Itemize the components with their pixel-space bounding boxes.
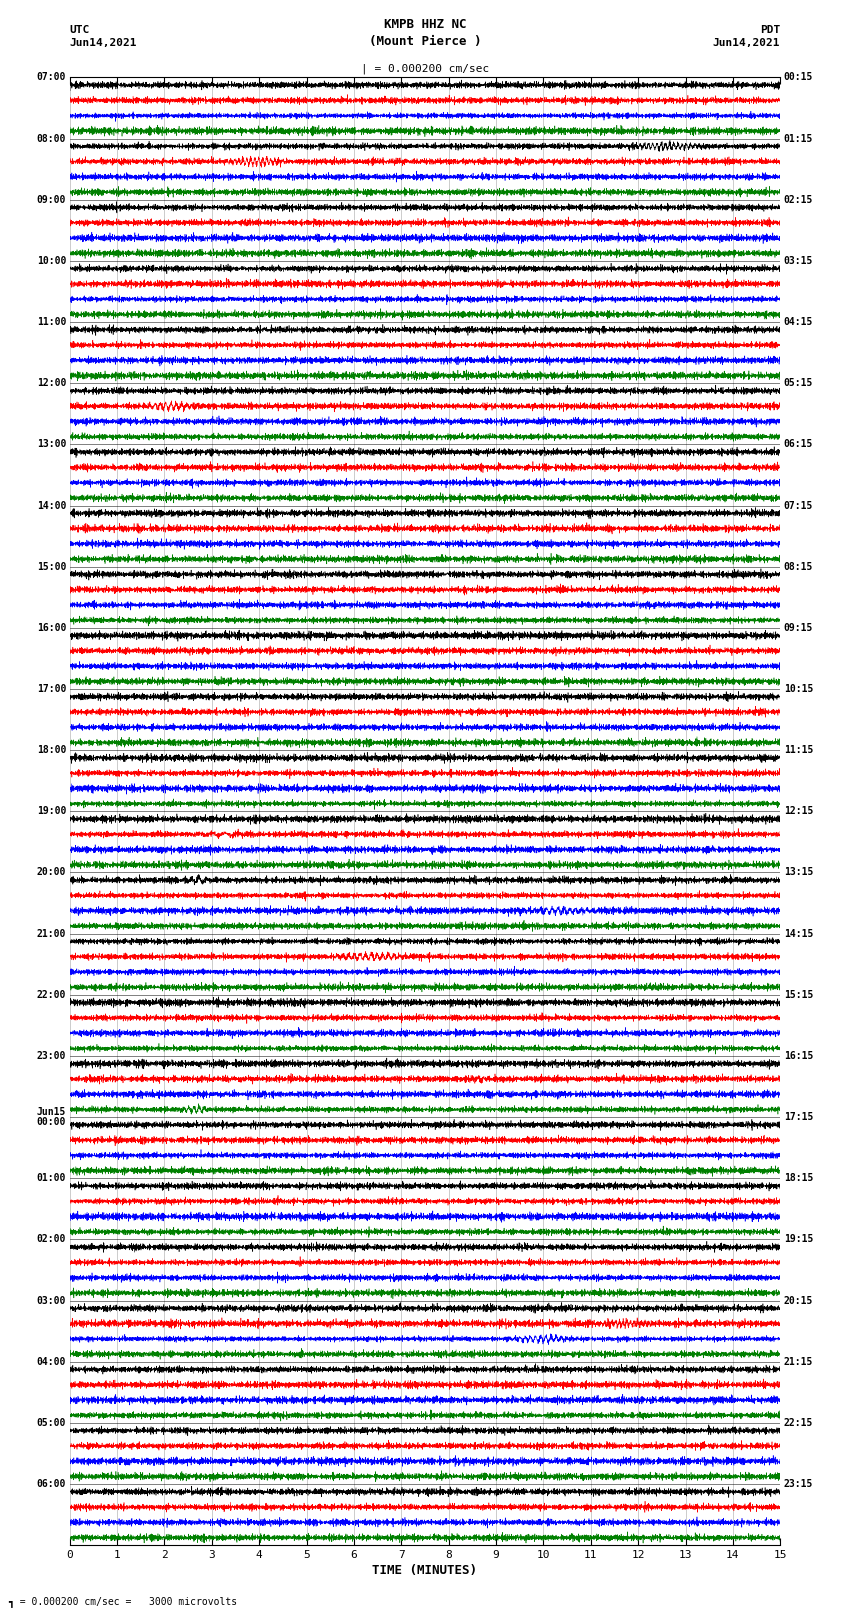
Text: 19:15: 19:15 [784,1234,813,1245]
Text: 13:00: 13:00 [37,439,66,450]
Text: 13:15: 13:15 [784,868,813,877]
Text: 22:15: 22:15 [784,1418,813,1428]
Text: 09:00: 09:00 [37,195,66,205]
Text: 23:00: 23:00 [37,1052,66,1061]
Text: 07:00: 07:00 [37,73,66,82]
Text: 03:15: 03:15 [784,256,813,266]
Text: 14:15: 14:15 [784,929,813,939]
Text: 18:00: 18:00 [37,745,66,755]
Text: Jun15: Jun15 [37,1107,66,1118]
Text: 05:15: 05:15 [784,377,813,389]
Text: 21:00: 21:00 [37,929,66,939]
Text: 11:15: 11:15 [784,745,813,755]
Text: 04:15: 04:15 [784,318,813,327]
Text: 01:00: 01:00 [37,1173,66,1184]
Text: 15:15: 15:15 [784,990,813,1000]
Text: 01:15: 01:15 [784,134,813,144]
Text: 10:00: 10:00 [37,256,66,266]
Text: 08:00: 08:00 [37,134,66,144]
Text: 23:15: 23:15 [784,1479,813,1489]
Text: 19:00: 19:00 [37,806,66,816]
Text: UTC
Jun14,2021: UTC Jun14,2021 [70,26,137,48]
Text: 02:15: 02:15 [784,195,813,205]
Text: 20:15: 20:15 [784,1295,813,1305]
Text: 07:15: 07:15 [784,500,813,511]
Text: 21:15: 21:15 [784,1357,813,1366]
Text: 16:00: 16:00 [37,623,66,632]
Text: 00:15: 00:15 [784,73,813,82]
Text: 17:15: 17:15 [784,1111,813,1123]
Text: 16:15: 16:15 [784,1052,813,1061]
Text: | = 0.000200 cm/sec: | = 0.000200 cm/sec [361,63,489,74]
Text: 09:15: 09:15 [784,623,813,632]
Text: 05:00: 05:00 [37,1418,66,1428]
Text: 02:00: 02:00 [37,1234,66,1245]
Text: 17:00: 17:00 [37,684,66,694]
Text: 18:15: 18:15 [784,1173,813,1184]
Text: 12:15: 12:15 [784,806,813,816]
Text: 14:00: 14:00 [37,500,66,511]
Text: 10:15: 10:15 [784,684,813,694]
Text: ┓ = 0.000200 cm/sec =   3000 microvolts: ┓ = 0.000200 cm/sec = 3000 microvolts [8,1595,238,1607]
Text: 06:15: 06:15 [784,439,813,450]
Text: PDT
Jun14,2021: PDT Jun14,2021 [713,26,780,48]
Text: 20:00: 20:00 [37,868,66,877]
Text: 08:15: 08:15 [784,561,813,571]
Text: 03:00: 03:00 [37,1295,66,1305]
Text: 12:00: 12:00 [37,377,66,389]
Text: KMPB HHZ NC
(Mount Pierce ): KMPB HHZ NC (Mount Pierce ) [369,18,481,48]
Text: 00:00: 00:00 [37,1118,66,1127]
Text: 06:00: 06:00 [37,1479,66,1489]
Text: 04:00: 04:00 [37,1357,66,1366]
X-axis label: TIME (MINUTES): TIME (MINUTES) [372,1565,478,1578]
Text: 15:00: 15:00 [37,561,66,571]
Text: 22:00: 22:00 [37,990,66,1000]
Text: 11:00: 11:00 [37,318,66,327]
